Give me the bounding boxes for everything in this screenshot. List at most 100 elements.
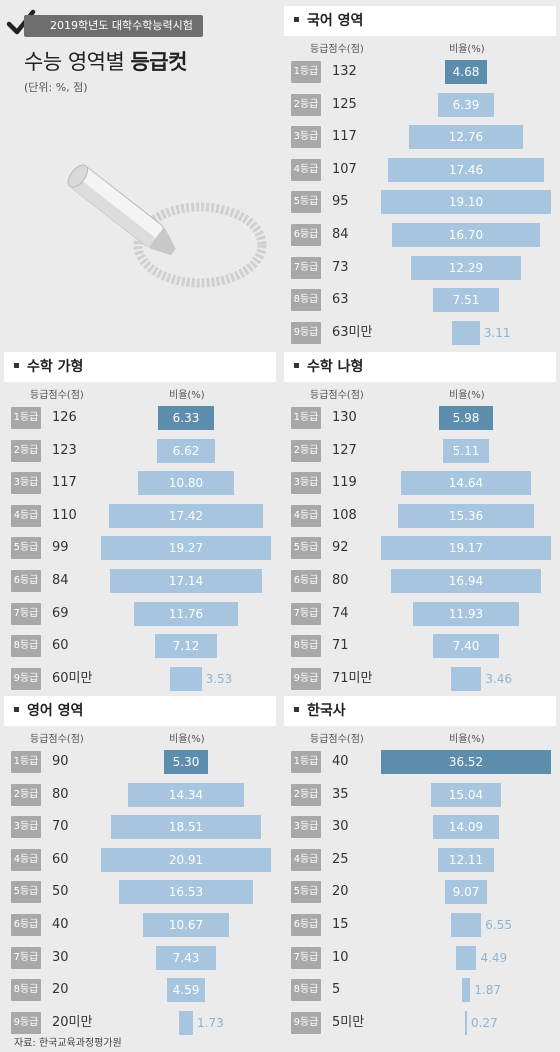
grade-score: 119 (332, 475, 357, 491)
score-column-header: 등급점수(점) (310, 390, 364, 401)
ratio-value-label: 4.49 (480, 950, 508, 965)
ratio-bar (432, 288, 500, 313)
grade-row: 5등급 95 19.10 (280, 190, 560, 215)
infographic-header: 2019학년도 대학수학능력시험 수능 영역별 등급컷 (단위: %, 점) (0, 0, 280, 340)
ratio-value-label: 19.27 (168, 541, 204, 556)
grade-row: 9등급 20미만 1.73 (0, 1010, 280, 1035)
chart-panel-english: 영어 영역 등급점수(점) 비율(%) 1등급 90 5.30 2등급 80 14.34 3등급 7… (0, 694, 280, 1036)
grade-badge: 6등급 (11, 914, 41, 936)
grade-badge: 1등급 (291, 61, 321, 83)
grade-score: 40 (52, 917, 69, 932)
ratio-bar (156, 438, 216, 463)
ratio-value-label: 4.68 (452, 65, 480, 79)
ratio-column-header: 비율(%) (449, 734, 485, 745)
chart-title-text: 한국사 (307, 703, 346, 719)
grade-score: 125 (332, 96, 357, 112)
grade-score: 107 (332, 161, 357, 177)
ratio-value-label: 15.36 (448, 508, 484, 523)
ratio-bar (397, 503, 535, 528)
ratio-value-label: 20.91 (168, 852, 204, 867)
grade-row: 9등급 5미만 0.27 (280, 1010, 560, 1035)
grade-badge: 5등급 (291, 537, 321, 560)
ratio-value-label: 19.17 (448, 541, 484, 556)
grade-score: 71미만 (332, 670, 373, 686)
ratio-bar (443, 438, 489, 463)
ratio-bar (455, 945, 477, 970)
grade-badge: 5등급 (291, 191, 321, 214)
ratio-value-label: 15.04 (448, 787, 484, 802)
grade-score: 20미만 (52, 1014, 93, 1030)
grade-row: 9등급 63미만 3.11 (280, 320, 560, 345)
grade-score: 20 (332, 884, 349, 900)
grade-row: 5등급 20 9.07 (280, 880, 560, 905)
grade-badge: 3등급 (291, 126, 321, 149)
grade-row: 1등급 130 5.98 (280, 406, 560, 430)
grade-badge: 6등급 (11, 570, 41, 592)
ratio-bar (101, 536, 271, 561)
grade-badge: 1등급 (291, 751, 321, 773)
grade-badge: 8등급 (291, 979, 321, 1002)
ratio-bar (444, 880, 488, 905)
grade-row: 3등급 30 14.09 (280, 815, 560, 840)
ratio-bar (381, 536, 551, 561)
grade-score: 50 (52, 884, 69, 900)
ratio-bar (109, 503, 263, 528)
grade-badge: 1등급 (11, 751, 41, 773)
ratio-column-header: 비율(%) (169, 734, 205, 745)
ratio-value-label: 16.53 (168, 885, 204, 900)
ratio-bar (461, 978, 471, 1003)
grade-score: 117 (332, 129, 357, 145)
grade-score: 80 (52, 786, 69, 802)
ratio-bar (154, 634, 218, 659)
grade-row: 7등급 30 7.43 (0, 945, 280, 970)
grade-score: 15 (332, 917, 349, 932)
grade-score: 95 (332, 194, 349, 210)
ratio-bar (409, 125, 523, 150)
ratio-bar (167, 978, 205, 1003)
chart-panel-korean-history: 한국사 등급점수(점) 비율(%) 1등급 40 36.52 2등급 35 15.04 3등급 30… (280, 694, 560, 1036)
ratio-column-header: 비율(%) (449, 44, 485, 55)
grade-row: 4등급 110 17.42 (0, 503, 280, 528)
grade-score: 25 (332, 851, 349, 867)
grade-badge: 4등급 (11, 504, 41, 527)
grade-row: 7등급 73 12.29 (280, 255, 560, 280)
grade-score: 20 (52, 982, 69, 998)
ratio-bar (413, 601, 519, 626)
grade-score: 117 (52, 475, 77, 491)
ratio-bar (178, 1010, 194, 1035)
grade-score: 10 (332, 949, 349, 965)
grade-score: 60 (52, 851, 69, 867)
grade-row: 8등급 63 7.51 (280, 288, 560, 313)
grade-row: 6등급 84 17.14 (0, 569, 280, 593)
title-regular: 수능 영역별 (24, 50, 125, 74)
ratio-value-label: 17.42 (168, 508, 204, 523)
score-column-header: 등급점수(점) (310, 44, 364, 55)
grade-badge: 6등급 (291, 914, 321, 936)
grade-row: 3등급 117 10.80 (0, 471, 280, 496)
ratio-bar (411, 255, 521, 280)
grade-badge: 4등급 (291, 848, 321, 871)
bullet-square (294, 362, 299, 368)
chart-title-text: 국어 영역 (307, 13, 364, 29)
grade-badge: 3등급 (11, 816, 41, 839)
source-note: 자료: 한국교육과정평가원 (14, 1038, 122, 1049)
grade-badge: 8등급 (11, 635, 41, 658)
grade-row: 8등급 5 1.87 (280, 978, 560, 1003)
grade-score: 80 (332, 573, 349, 588)
grade-row: 2등급 125 6.39 (280, 92, 560, 117)
chart-title: 영어 영역 (4, 696, 276, 726)
ratio-value-label: 7.43 (172, 950, 200, 965)
chart-title-text: 수학 나형 (307, 359, 364, 375)
grade-score: 92 (332, 540, 349, 556)
grade-row: 7등급 69 11.76 (0, 601, 280, 626)
ratio-value-label: 6.33 (172, 411, 200, 425)
grade-badge: 5등급 (11, 881, 41, 904)
grade-row: 4등급 60 20.91 (0, 847, 280, 872)
ratio-bar (142, 913, 230, 937)
grade-row: 1등급 126 6.33 (0, 406, 280, 430)
chart-panel-math-na: 수학 나형 등급점수(점) 비율(%) 1등급 130 5.98 2등급 127 5.11 3등급… (280, 350, 560, 692)
grade-score: 69 (52, 605, 69, 621)
ratio-value-label: 1.73 (197, 1015, 224, 1030)
grade-score: 63 (332, 292, 349, 308)
ratio-bar (381, 190, 551, 215)
